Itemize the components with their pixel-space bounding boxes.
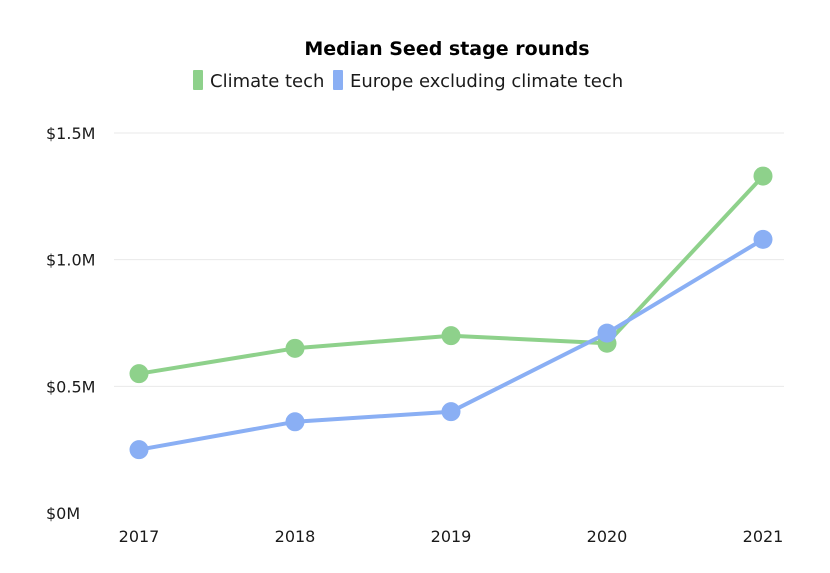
x-axis: 2017 2018 2019 2020 2021 [119,527,784,546]
data-point-climate-tech-2017[interactable] [129,364,149,384]
x-tick-label-2020: 2020 [587,527,628,546]
series [129,166,773,460]
y-tick-label: $0.5M [46,377,95,396]
data-point-europe-excluding-climate-tech-2017[interactable] [129,440,149,460]
data-point-europe-excluding-climate-tech-2020[interactable] [597,323,617,343]
x-tick-label-2018: 2018 [275,527,316,546]
x-tick-label-2017: 2017 [119,527,160,546]
y-tick-label: $1.5M [46,124,95,143]
data-point-europe-excluding-climate-tech-2019[interactable] [441,402,461,422]
x-tick-label-2019: 2019 [431,527,472,546]
y-axis: $0M $0.5M $1.0M $1.5M [46,124,95,523]
x-tick-label-2021: 2021 [743,527,784,546]
grid [114,132,784,387]
data-point-climate-tech-2021[interactable] [753,166,773,186]
chart-title: Median Seed stage rounds [304,38,589,60]
legend: Climate tech Europe excluding climate te… [193,70,623,92]
y-tick-label: $1.0M [46,251,95,270]
legend-swatch-europe-excluding-climate-tech [333,70,343,90]
legend-label-climate-tech: Climate tech [210,71,324,92]
data-point-climate-tech-2019[interactable] [441,326,461,346]
y-tick-label: $0M [46,504,80,523]
data-point-europe-excluding-climate-tech-2018[interactable] [285,412,305,432]
data-point-europe-excluding-climate-tech-2021[interactable] [753,229,773,249]
legend-swatch-climate-tech [193,70,203,90]
data-point-climate-tech-2018[interactable] [285,338,305,358]
legend-label-europe-excluding-climate-tech: Europe excluding climate tech [350,71,623,92]
